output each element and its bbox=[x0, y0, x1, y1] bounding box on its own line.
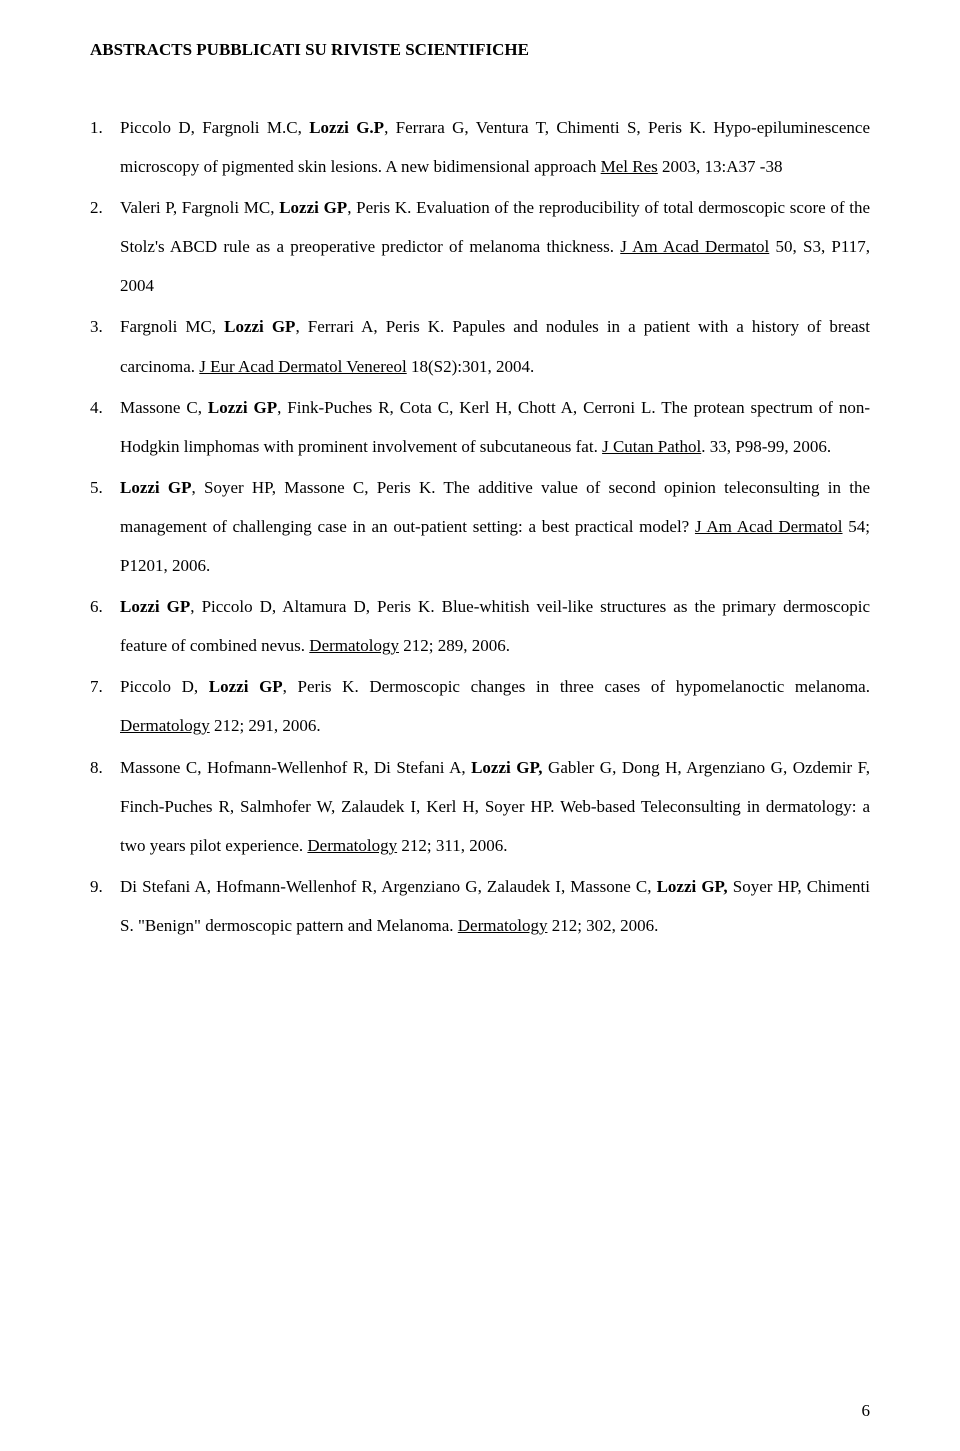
list-item-number: 3. bbox=[90, 307, 103, 346]
text-segment: . 33, P98-99, 2006. bbox=[701, 437, 831, 456]
page-title: ABSTRACTS PUBBLICATI SU RIVISTE SCIENTIF… bbox=[90, 40, 870, 60]
list-item: 5.Lozzi GP, Soyer HP, Massone C, Peris K… bbox=[120, 468, 870, 585]
text-segment: Lozzi GP bbox=[224, 317, 295, 336]
text-segment: Lozzi GP bbox=[120, 597, 190, 616]
list-item: 4.Massone C, Lozzi GP, Fink-Puches R, Co… bbox=[120, 388, 870, 466]
list-item-number: 7. bbox=[90, 667, 103, 706]
reference-list: 1.Piccolo D, Fargnoli M.C, Lozzi G.P, Fe… bbox=[90, 108, 870, 945]
list-item-number: 5. bbox=[90, 468, 103, 507]
list-item-number: 8. bbox=[90, 748, 103, 787]
list-item: 1.Piccolo D, Fargnoli M.C, Lozzi G.P, Fe… bbox=[120, 108, 870, 186]
list-item: 8.Massone C, Hofmann-Wellenhof R, Di Ste… bbox=[120, 748, 870, 865]
list-item-number: 6. bbox=[90, 587, 103, 626]
list-item-number: 9. bbox=[90, 867, 103, 906]
text-segment: Dermatology bbox=[120, 716, 210, 735]
text-segment: Fargnoli MC, bbox=[120, 317, 224, 336]
text-segment: Dermatology bbox=[309, 636, 399, 655]
text-segment: Mel Res bbox=[601, 157, 658, 176]
text-segment: Piccolo D, Fargnoli M.C, bbox=[120, 118, 309, 137]
text-segment: Dermatology bbox=[307, 836, 397, 855]
text-segment: Lozzi GP bbox=[120, 478, 192, 497]
text-segment: J Cutan Pathol bbox=[602, 437, 701, 456]
list-item-number: 2. bbox=[90, 188, 103, 227]
text-segment: Lozzi GP bbox=[279, 198, 347, 217]
text-segment: 212; 291, 2006. bbox=[210, 716, 321, 735]
text-segment: Lozzi GP bbox=[208, 398, 277, 417]
text-segment: 212; 311, 2006. bbox=[397, 836, 507, 855]
text-segment: Lozzi GP bbox=[209, 677, 283, 696]
text-segment: Massone C, bbox=[120, 398, 208, 417]
list-item-number: 1. bbox=[90, 108, 103, 147]
text-segment: Massone C, Hofmann-Wellenhof R, Di Stefa… bbox=[120, 758, 471, 777]
text-segment: 2003, 13:A37 -38 bbox=[658, 157, 783, 176]
list-item: 3.Fargnoli MC, Lozzi GP, Ferrari A, Peri… bbox=[120, 307, 870, 385]
text-segment: Valeri P, Fargnoli MC, bbox=[120, 198, 279, 217]
text-segment: Lozzi GP, bbox=[471, 758, 542, 777]
text-segment: , Peris K. Dermoscopic changes in three … bbox=[283, 677, 870, 696]
text-segment: 212; 289, 2006. bbox=[399, 636, 510, 655]
text-segment: Di Stefani A, Hofmann-Wellenhof R, Argen… bbox=[120, 877, 657, 896]
text-segment: Piccolo D, bbox=[120, 677, 209, 696]
text-segment: J Am Acad Dermatol bbox=[695, 517, 843, 536]
list-item: 9.Di Stefani A, Hofmann-Wellenhof R, Arg… bbox=[120, 867, 870, 945]
text-segment: Lozzi GP, bbox=[657, 877, 728, 896]
page-number: 6 bbox=[862, 1401, 871, 1421]
list-item: 7.Piccolo D, Lozzi GP, Peris K. Dermosco… bbox=[120, 667, 870, 745]
text-segment: J Am Acad Dermatol bbox=[620, 237, 769, 256]
text-segment: Lozzi G.P bbox=[309, 118, 384, 137]
text-segment: J Eur Acad Dermatol Venereol bbox=[199, 357, 406, 376]
list-item: 6.Lozzi GP, Piccolo D, Altamura D, Peris… bbox=[120, 587, 870, 665]
text-segment: 18(S2):301, 2004. bbox=[407, 357, 535, 376]
text-segment: 212; 302, 2006. bbox=[547, 916, 658, 935]
list-item: 2.Valeri P, Fargnoli MC, Lozzi GP, Peris… bbox=[120, 188, 870, 305]
list-item-number: 4. bbox=[90, 388, 103, 427]
text-segment: Dermatology bbox=[458, 916, 548, 935]
document-page: ABSTRACTS PUBBLICATI SU RIVISTE SCIENTIF… bbox=[0, 0, 960, 1451]
